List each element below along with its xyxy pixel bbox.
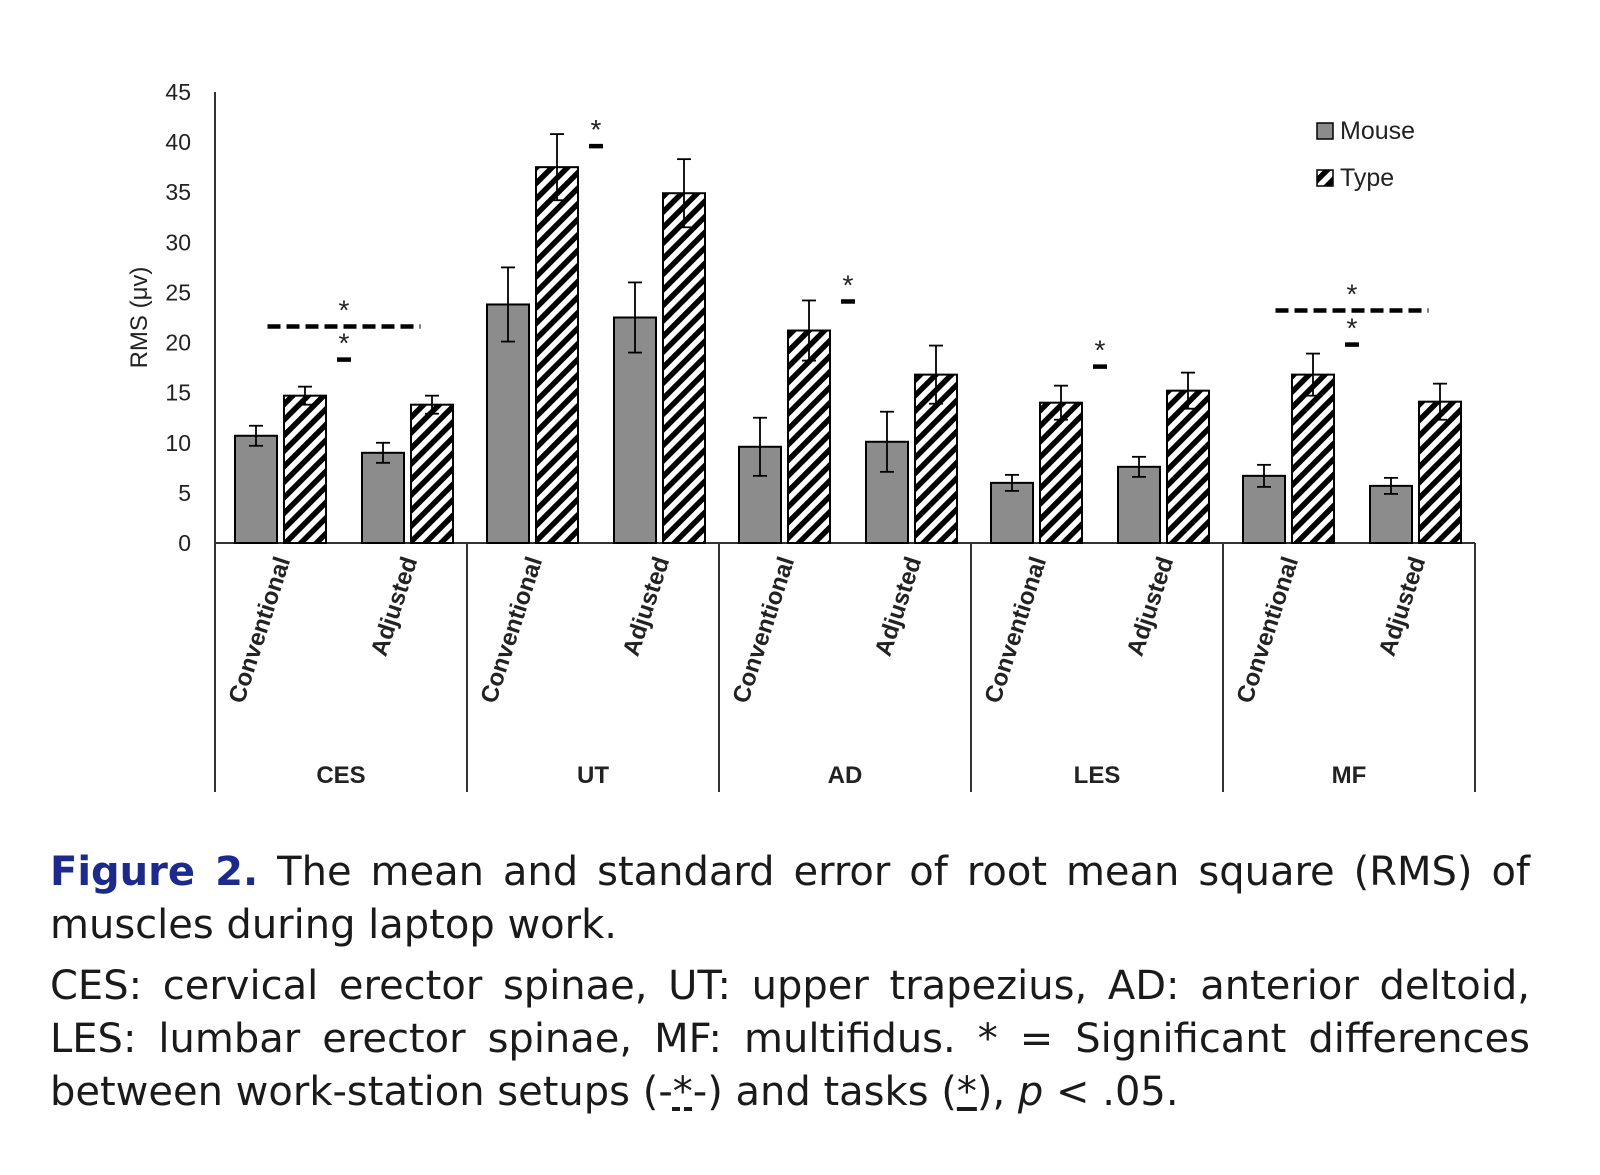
x-tick-labels: Conventional Adjusted Conventional Adjusted…: [224, 554, 1432, 707]
legend: Mouse Type: [1316, 117, 1415, 192]
x-tick-label: Adjusted: [618, 554, 675, 660]
y-tick-labels: 0 5 10 15 20 25 30 35 40 45: [165, 79, 191, 556]
x-tick-label: Adjusted: [1122, 554, 1179, 660]
x-tick-label: Adjusted: [366, 554, 423, 660]
caption-notes-part4: < .05.: [1043, 1069, 1179, 1115]
y-tick-label: 30: [165, 229, 191, 255]
y-tick-label: 40: [165, 129, 191, 155]
figure-label: Figure 2.: [50, 849, 259, 895]
type-bar: [1418, 400, 1462, 545]
significance-asterisk: *: [339, 295, 350, 326]
mouse-bar: [361, 451, 405, 544]
type-bar: [283, 394, 327, 544]
y-tick-label: 5: [178, 480, 191, 506]
y-tick-label: 10: [165, 430, 191, 456]
group-label: CES: [316, 762, 365, 789]
significance-asterisk: *: [843, 269, 854, 300]
type-bar: [1039, 401, 1083, 545]
y-tick-label: 15: [165, 380, 191, 406]
mouse-bar: [234, 434, 278, 544]
significance-markers: *******: [267, 114, 1429, 369]
significance-asterisk: *: [339, 328, 350, 359]
group-label: MF: [1332, 762, 1367, 789]
task-marker: *: [956, 1069, 977, 1115]
y-tick-label: 0: [178, 530, 191, 556]
significance-asterisk: *: [1095, 335, 1106, 366]
mouse-bar: [1117, 465, 1161, 545]
type-bar: [410, 403, 454, 544]
significance-asterisk: *: [1347, 278, 1358, 309]
x-tick-label: Adjusted: [870, 554, 927, 660]
type-bar: [662, 192, 706, 544]
y-tick-label: 35: [165, 179, 191, 205]
x-tick-label: Adjusted: [1374, 554, 1431, 660]
legend-label-type: Type: [1340, 164, 1394, 192]
type-bar: [1291, 373, 1335, 545]
mouse-bar: [486, 303, 530, 544]
caption-title-paragraph: Figure 2. The mean and standard error of…: [50, 846, 1530, 952]
legend-label-mouse: Mouse: [1340, 117, 1415, 145]
error-bars: [249, 133, 1447, 495]
significance-asterisk: *: [591, 114, 602, 145]
caption-notes-paragraph: CES: cervical erector spinae, UT: upper …: [50, 960, 1530, 1119]
mouse-bar: [1369, 484, 1413, 544]
caption-notes-part1: CES: cervical erector spinae, UT: upper …: [50, 963, 1530, 1115]
bars: [234, 166, 1462, 545]
legend-swatch-type: [1316, 169, 1334, 187]
x-tick-label: Conventional: [476, 554, 549, 707]
caption-notes-part3: ),: [976, 1069, 1018, 1115]
mouse-bar: [990, 481, 1034, 545]
p-symbol: p: [1017, 1069, 1044, 1115]
y-axis-label: RMS (μv): [126, 267, 153, 369]
group-labels: CES UT AD LES MF: [316, 762, 1366, 789]
group-label: AD: [828, 762, 863, 789]
x-tick-label: Conventional: [1232, 554, 1305, 707]
type-bar: [535, 166, 579, 545]
y-tick-label: 45: [165, 79, 191, 105]
group-label: UT: [577, 762, 609, 789]
axes: [214, 92, 1476, 792]
x-tick-label: Conventional: [980, 554, 1053, 707]
setup-marker: *: [672, 1069, 693, 1115]
x-tick-label: Conventional: [224, 554, 297, 707]
mouse-bar: [613, 316, 657, 544]
figure-caption: Figure 2. The mean and standard error of…: [50, 846, 1530, 1119]
caption-title: The mean and standard error of root mean…: [50, 849, 1531, 948]
group-label: LES: [1074, 762, 1121, 789]
legend-swatch-mouse: [1316, 122, 1334, 140]
x-tick-label: Conventional: [728, 554, 801, 707]
y-tick-label: 25: [165, 279, 191, 305]
y-tick-label: 20: [165, 330, 191, 356]
type-bar: [1166, 389, 1210, 545]
type-bar: [787, 329, 831, 545]
significance-asterisk: *: [1347, 313, 1358, 344]
caption-notes-part2: -) and tasks (: [692, 1069, 957, 1115]
